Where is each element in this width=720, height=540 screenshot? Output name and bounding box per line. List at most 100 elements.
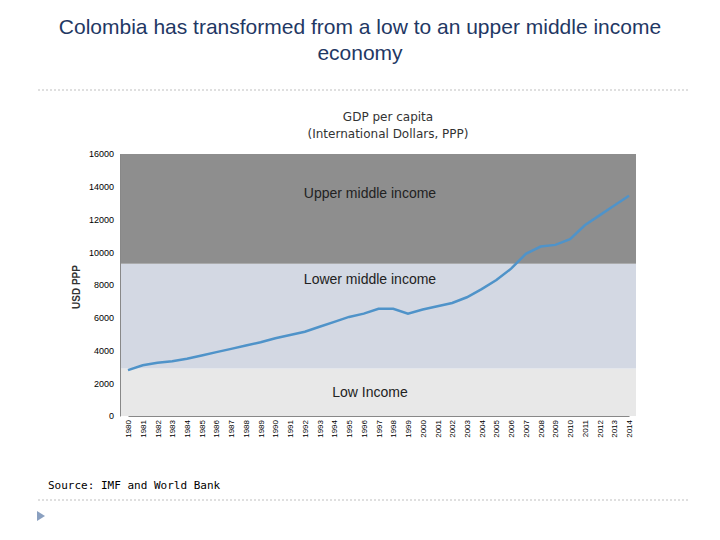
y-tick-label: 16000 xyxy=(89,149,114,159)
income-band xyxy=(120,264,636,369)
x-tick: 2003 xyxy=(463,416,472,438)
x-tick-label: 2013 xyxy=(610,419,619,437)
x-tick: 2007 xyxy=(522,416,531,438)
source-note: Source: IMF and World Bank xyxy=(48,479,221,492)
x-tick: 1998 xyxy=(389,416,398,438)
x-tick-label: 1984 xyxy=(183,419,192,437)
plot-area xyxy=(120,154,636,416)
x-tick-label: 2011 xyxy=(581,419,590,437)
x-tick-label: 1983 xyxy=(168,419,177,437)
y-axis: 0 2000 4000 6000 8000 10000 12000 14000 16000 xyxy=(89,149,121,421)
y-tick-label: 2000 xyxy=(94,379,114,389)
x-tick: 2004 xyxy=(478,416,487,438)
x-tick: 2005 xyxy=(492,416,501,438)
x-tick: 2000 xyxy=(419,416,428,438)
x-tick-label: 1990 xyxy=(271,419,280,437)
x-tick-label: 1989 xyxy=(257,419,266,437)
x-tick: 1987 xyxy=(227,416,236,438)
x-tick-label: 2005 xyxy=(492,419,501,437)
slide-title: Colombia has transformed from a low to a… xyxy=(15,14,705,66)
x-tick: 1990 xyxy=(271,416,280,438)
x-tick: 1982 xyxy=(154,416,163,438)
x-tick: 2011 xyxy=(581,416,590,437)
x-tick: 2010 xyxy=(566,416,575,438)
x-tick: 2009 xyxy=(551,416,560,438)
band-label: Low Income xyxy=(332,384,408,400)
x-tick: 1981 xyxy=(139,416,148,438)
y-tick: 16000 xyxy=(89,149,120,159)
bullet-arrow xyxy=(37,511,45,521)
x-tick: 1995 xyxy=(345,416,354,438)
gdp-line xyxy=(128,196,629,370)
x-tick-label: 1997 xyxy=(375,419,384,437)
y-tick: 6000 xyxy=(94,313,120,323)
y-tick-label: 6000 xyxy=(94,313,114,323)
x-tick: 1996 xyxy=(360,416,369,438)
separator xyxy=(38,500,690,501)
x-tick-label: 1999 xyxy=(404,419,413,437)
x-tick: 1992 xyxy=(301,416,310,438)
y-tick-label: 10000 xyxy=(89,248,114,258)
x-tick-label: 2008 xyxy=(537,419,546,437)
x-tick-label: 2006 xyxy=(507,419,516,437)
x-tick-label: 1981 xyxy=(139,419,148,437)
x-tick: 1986 xyxy=(212,416,221,438)
x-tick-label: 1980 xyxy=(124,419,133,437)
x-axis-line xyxy=(129,416,630,417)
x-tick-label: 1985 xyxy=(198,419,207,437)
x-tick-label: 1991 xyxy=(286,419,295,437)
x-tick-label: 1994 xyxy=(330,419,339,437)
y-tick: 10000 xyxy=(89,248,120,258)
x-tick-label: 2003 xyxy=(463,419,472,437)
x-tick-label: 1992 xyxy=(301,419,310,437)
x-tick-label: 2002 xyxy=(448,419,457,437)
x-tick: 1997 xyxy=(375,416,384,438)
y-tick: 8000 xyxy=(94,280,120,290)
x-tick: 1980 xyxy=(124,416,133,438)
x-tick: 2014 xyxy=(625,416,634,438)
x-tick-label: 2001 xyxy=(434,419,443,437)
x-tick-label: 1993 xyxy=(316,419,325,437)
x-tick-label: 1982 xyxy=(154,419,163,437)
x-tick: 2001 xyxy=(434,416,443,438)
y-tick-label: 4000 xyxy=(94,346,114,356)
x-tick: 2006 xyxy=(507,416,516,438)
y-tick: 0 xyxy=(109,411,120,421)
x-tick-label: 1988 xyxy=(242,419,251,437)
x-tick: 2008 xyxy=(537,416,546,438)
x-tick: 2012 xyxy=(596,416,605,438)
x-tick-label: 2007 xyxy=(522,419,531,437)
x-tick-label: 1987 xyxy=(227,419,236,437)
x-tick: 1988 xyxy=(242,416,251,438)
x-tick: 1994 xyxy=(330,416,339,438)
y-tick: 12000 xyxy=(89,215,120,225)
x-tick-label: 2012 xyxy=(596,419,605,437)
x-tick: 2002 xyxy=(448,416,457,438)
x-tick-label: 2014 xyxy=(625,419,634,437)
band-label: Lower middle income xyxy=(304,271,436,287)
x-tick-label: 2009 xyxy=(551,419,560,437)
slide: GDP per capita (International Dollars, PP… xyxy=(0,0,720,540)
x-tick: 1985 xyxy=(198,416,207,438)
chart-subtitle: (International Dollars, PPP) xyxy=(308,127,469,141)
income-band xyxy=(120,154,636,264)
y-tick-label: 12000 xyxy=(89,215,114,225)
x-tick-label: 1986 xyxy=(212,419,221,437)
y-tick: 4000 xyxy=(94,346,120,356)
y-axis-title: USD PPP xyxy=(71,265,82,309)
x-tick: 1989 xyxy=(257,416,266,438)
chart-title: GDP per capita xyxy=(343,110,433,124)
x-tick-label: 1998 xyxy=(389,419,398,437)
x-tick: 1993 xyxy=(316,416,325,438)
x-tick-label: 2010 xyxy=(566,419,575,437)
x-axis: 1980 1981 1982 1983 1984 1985 1986 1987 1988 1989… xyxy=(124,416,634,438)
separator xyxy=(38,90,690,91)
x-tick: 1999 xyxy=(404,416,413,438)
y-tick-label: 14000 xyxy=(89,182,114,192)
x-tick-label: 1995 xyxy=(345,419,354,437)
x-tick-label: 2004 xyxy=(478,419,487,437)
x-tick: 1983 xyxy=(168,416,177,438)
income-band xyxy=(120,369,636,416)
x-tick: 2013 xyxy=(610,416,619,438)
band-label: Upper middle income xyxy=(304,185,436,201)
